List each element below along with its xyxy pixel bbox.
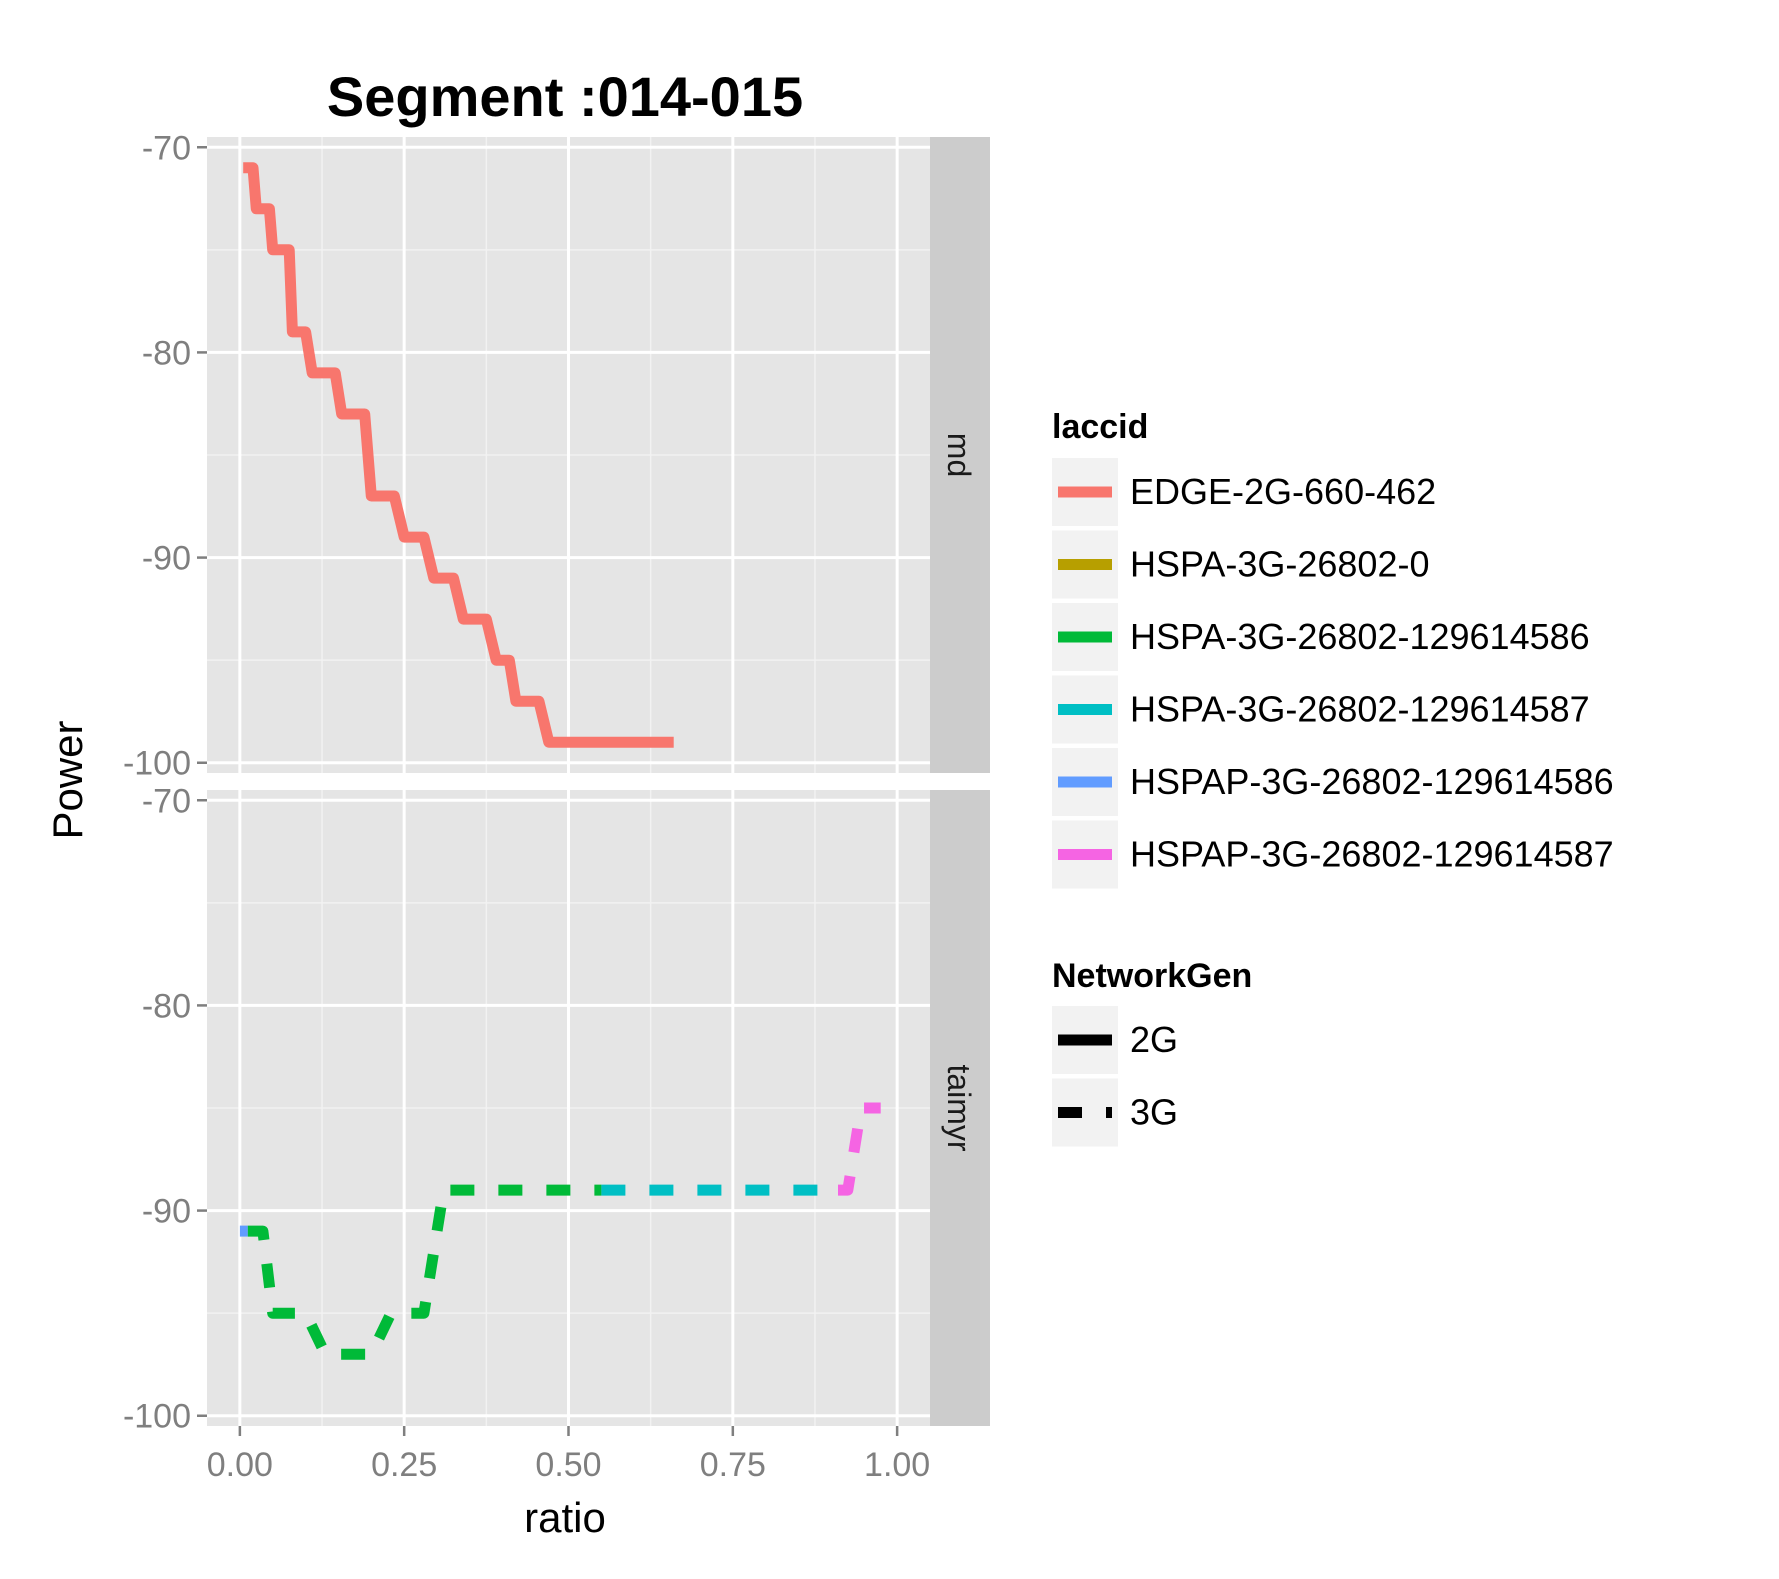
legend-title-laccid: laccid <box>1052 408 1148 446</box>
x-axis-label: ratio <box>524 1494 606 1541</box>
legend-item-label: HSPAP-3G-26802-129614587 <box>1130 834 1614 875</box>
series-line <box>838 1102 881 1196</box>
facet-panel-md: -70 -80 -90 -100 md <box>123 129 990 783</box>
y-tick-label: -80 <box>142 987 191 1025</box>
x-tick-label: 1.00 <box>864 1446 930 1484</box>
y-axis-label: Power <box>44 720 91 839</box>
x-tick-label: 0.00 <box>207 1446 273 1484</box>
facet-strip <box>930 790 990 1426</box>
x-tick-label: 0.75 <box>700 1446 766 1484</box>
facet-strip <box>930 137 990 773</box>
legend-item-label: 2G <box>1130 1019 1178 1060</box>
facet-panel-taimyr: -70 -80 -90 -100 taimyr <box>123 782 990 1436</box>
y-tick-label: -90 <box>142 1193 191 1231</box>
y-tick-label: -100 <box>123 1398 191 1436</box>
y-tick-label: -80 <box>142 334 191 372</box>
legend-item-label: 3G <box>1130 1092 1178 1133</box>
legend-item-label: HSPA-3G-26802-129614587 <box>1130 689 1590 730</box>
chart-title: Segment :014-015 <box>327 65 803 128</box>
y-tick-label: -70 <box>142 129 191 167</box>
x-tick-label: 0.50 <box>535 1446 601 1484</box>
legend: laccid EDGE-2G-660-462 HSPA-3G-26802-0 HSPA… <box>1052 408 1614 1147</box>
legend-item-label: HSPAP-3G-26802-129614586 <box>1130 761 1614 802</box>
legend-item-label: HSPA-3G-26802-129614586 <box>1130 616 1590 657</box>
legend-item-label: EDGE-2G-660-462 <box>1130 471 1436 512</box>
facet-strip-label: taimyr <box>941 1064 977 1151</box>
series-line <box>247 1184 602 1360</box>
y-tick-label: -70 <box>142 782 191 820</box>
x-axis: 0.00 0.25 0.50 0.75 1.00 <box>207 1426 930 1484</box>
series-line <box>243 162 674 748</box>
legend-item-label: HSPA-3G-26802-0 <box>1130 544 1429 585</box>
y-tick-label: -90 <box>142 540 191 578</box>
facet-strip-label: md <box>941 433 977 477</box>
x-tick-label: 0.25 <box>371 1446 437 1484</box>
legend-title-networkgen: NetworkGen <box>1052 957 1252 995</box>
y-tick-label: -100 <box>123 745 191 783</box>
facet-panels: -70 -80 -90 -100 md -70 -80 -90 -100 taimyr <box>123 129 990 1436</box>
